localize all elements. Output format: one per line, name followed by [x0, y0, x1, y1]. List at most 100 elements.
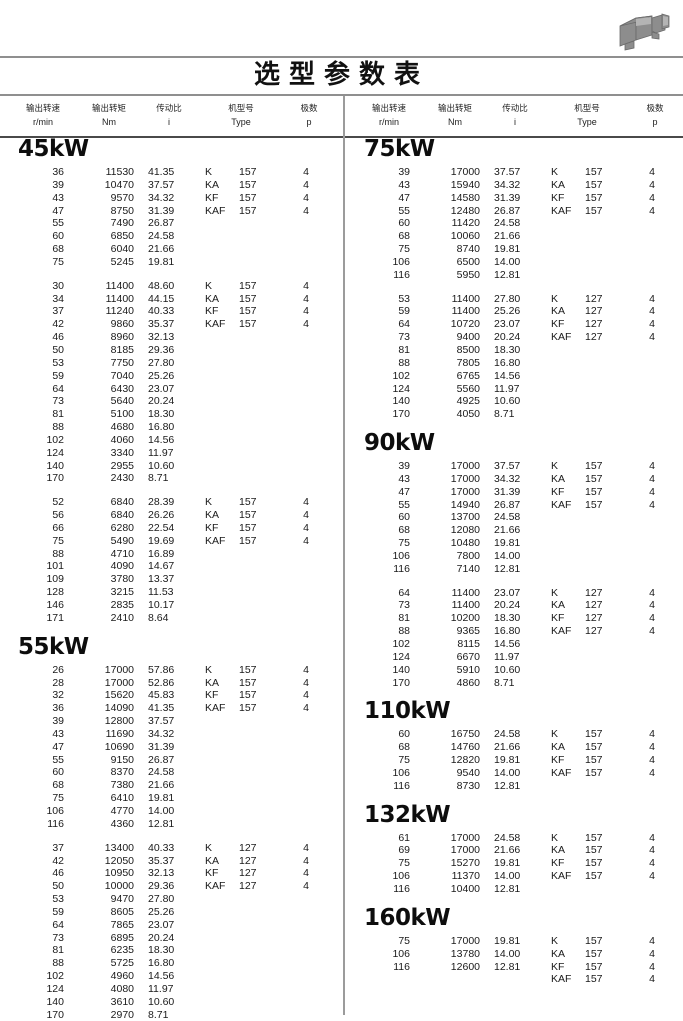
table-row: 68 10060 21.66 — [346, 230, 683, 243]
cell-gear-ratio: 31.39 — [494, 485, 521, 498]
table-row: KAF 157 4 — [346, 973, 683, 986]
cell-output-speed: 124 — [46, 982, 64, 995]
cell-pole-count: 4 — [649, 305, 655, 318]
spec-block: 26 17000 57.86 K 157 4 28 17000 52.86 KA 157 4 32 156… — [0, 664, 341, 831]
cell-gear-ratio: 10.60 — [494, 663, 521, 676]
cell-type-size: 157 — [585, 870, 603, 883]
table-row: 37 13400 40.33 K 127 4 — [0, 842, 341, 855]
cell-output-torque: 7140 — [456, 562, 480, 575]
cell-pole-count: 4 — [303, 204, 309, 217]
cell-type-code: KA — [205, 509, 220, 522]
header-label-cn: 传动比 — [502, 104, 528, 114]
cell-output-torque: 12080 — [450, 524, 480, 537]
power-rating-heading: 132kW — [364, 801, 451, 828]
cell-output-torque: 15620 — [104, 689, 134, 702]
cell-output-speed: 52 — [52, 496, 64, 509]
table-row: 53 11400 27.80 K 127 4 — [346, 293, 683, 306]
cell-gear-ratio: 34.32 — [494, 472, 521, 485]
cell-type-code: KAF — [551, 625, 572, 638]
cell-type-size: 157 — [585, 766, 603, 779]
table-row: 60 6850 24.58 — [0, 230, 341, 243]
cell-type-code: KA — [551, 472, 566, 485]
cell-type-size: 157 — [239, 689, 257, 702]
cell-gear-ratio: 18.30 — [148, 408, 175, 421]
cell-pole-count: 4 — [649, 831, 655, 844]
table-row: 88 4680 16.80 — [0, 421, 341, 434]
table-row: 39 17000 37.57 K 157 4 — [346, 166, 683, 179]
cell-pole-count: 4 — [649, 331, 655, 344]
cell-output-torque: 10950 — [104, 867, 134, 880]
cell-type-size: 157 — [239, 521, 257, 534]
cell-output-torque: 8730 — [456, 779, 480, 792]
table-row: 75 6410 19.81 — [0, 792, 341, 805]
section-spacer — [346, 896, 683, 905]
cell-type-code: KAF — [205, 534, 226, 547]
spec-block: 36 11530 41.35 K 157 4 39 10470 37.57 KA 157 4 43 957… — [0, 166, 341, 269]
cell-gear-ratio: 8.64 — [148, 611, 169, 624]
cell-output-speed: 106 — [46, 804, 64, 817]
cell-type-code: KAF — [551, 973, 572, 986]
power-rating-heading: 90kW — [364, 430, 435, 457]
cell-output-speed: 68 — [52, 243, 64, 256]
cell-pole-count: 4 — [649, 599, 655, 612]
cell-output-torque: 11690 — [105, 727, 134, 740]
table-row: 81 8500 18.30 — [346, 344, 683, 357]
cell-output-speed: 170 — [392, 408, 410, 421]
cell-gear-ratio: 31.39 — [148, 204, 175, 217]
cell-type-size: 157 — [585, 857, 603, 870]
cell-gear-ratio: 24.58 — [494, 217, 521, 230]
cell-gear-ratio: 21.66 — [148, 779, 175, 792]
cell-gear-ratio: 32.13 — [148, 867, 175, 880]
cell-type-code: KF — [205, 191, 219, 204]
cell-output-speed: 37 — [52, 305, 64, 318]
cell-pole-count: 4 — [649, 625, 655, 638]
cell-type-size: 127 — [585, 625, 603, 638]
cell-output-speed: 109 — [46, 573, 64, 586]
cell-output-speed: 26 — [52, 663, 64, 676]
cell-output-speed: 69 — [398, 844, 410, 857]
table-row: 75 10480 19.81 — [346, 537, 683, 550]
cell-type-code: KF — [551, 485, 565, 498]
table-row: 50 10000 29.36 KAF 127 4 — [0, 880, 341, 893]
cell-type-size: 127 — [585, 292, 603, 305]
table-row: 61 17000 24.58 K 157 4 — [346, 832, 683, 845]
cell-output-speed: 55 — [52, 217, 64, 230]
cell-type-code: K — [205, 663, 213, 676]
cell-gear-ratio: 11.97 — [148, 446, 174, 459]
cell-output-torque: 13700 — [450, 511, 480, 524]
cell-gear-ratio: 41.35 — [148, 702, 175, 715]
cell-output-torque: 8185 — [110, 343, 134, 356]
table-row: 88 7805 16.80 — [346, 357, 683, 370]
cell-output-torque: 16750 — [450, 728, 480, 741]
cell-output-speed: 140 — [392, 395, 410, 408]
table-row: 124 3340 11.97 — [0, 447, 341, 460]
cell-output-speed: 68 — [398, 524, 410, 537]
cell-gear-ratio: 19.81 — [494, 857, 521, 870]
table-row: 170 4050 8.71 — [346, 408, 683, 421]
cell-output-speed: 88 — [52, 421, 64, 434]
cell-type-code: KA — [205, 854, 220, 867]
section-spacer — [346, 793, 683, 802]
cell-output-torque: 12820 — [450, 754, 480, 767]
cell-output-speed: 46 — [52, 867, 64, 880]
cell-type-size: 157 — [585, 947, 603, 960]
table-row: 124 6670 11.97 — [346, 651, 683, 664]
cell-gear-ratio: 14.56 — [148, 433, 175, 446]
cell-output-torque: 6895 — [110, 931, 134, 944]
cell-type-code: KF — [205, 305, 219, 318]
header-label-unit: p — [306, 117, 312, 127]
cell-output-speed: 39 — [52, 178, 64, 191]
cell-type-code: KAF — [551, 498, 572, 511]
cell-output-torque: 6040 — [110, 243, 134, 256]
cell-pole-count: 4 — [303, 496, 309, 509]
cell-type-code: K — [551, 292, 559, 305]
cell-output-torque: 5640 — [110, 395, 134, 408]
table-row: 68 6040 21.66 — [0, 243, 341, 256]
table-row: 56 6840 26.26 KA 157 4 — [0, 509, 341, 522]
header-type-left: 机型号 Type — [198, 103, 284, 128]
cell-gear-ratio: 26.26 — [148, 509, 175, 522]
cell-output-torque: 8605 — [110, 905, 134, 918]
cell-type-code: KAF — [205, 880, 226, 893]
cell-gear-ratio: 10.60 — [148, 995, 175, 1008]
cell-output-speed: 73 — [398, 599, 410, 612]
